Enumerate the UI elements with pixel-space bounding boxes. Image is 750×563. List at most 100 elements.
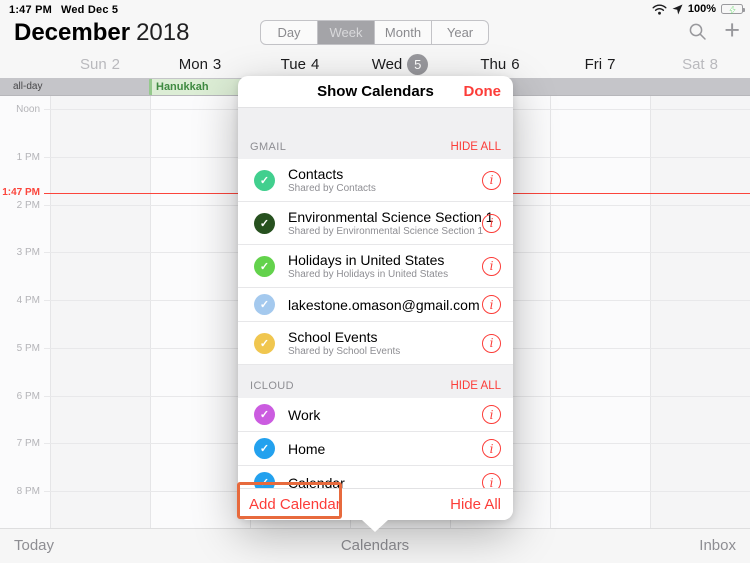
day-name: Thu <box>480 55 507 73</box>
section-name: GMAIL <box>250 141 287 153</box>
check-icon[interactable]: ✓ <box>254 169 275 191</box>
hour-label: 2 PM <box>16 199 40 211</box>
add-calendar-button[interactable]: Add Calendar <box>249 496 341 513</box>
day-header-gutter <box>0 52 50 76</box>
info-icon[interactable]: i <box>482 439 501 458</box>
info-icon[interactable]: i <box>482 213 501 233</box>
inbox-button[interactable]: Inbox <box>699 537 736 554</box>
section-hide-all-button[interactable]: HIDE ALL <box>450 380 502 392</box>
calendar-title: Holidays in United States <box>288 252 445 268</box>
hour-label: 6 PM <box>16 390 40 402</box>
all-day-event-hanukkah[interactable]: Hanukkah <box>149 78 241 95</box>
view-tab-week[interactable]: Week <box>318 21 375 44</box>
check-icon[interactable]: ✓ <box>254 404 275 425</box>
hour-label: 1 PM <box>16 151 40 163</box>
calendar-row-text: Home <box>288 441 476 457</box>
calendar-row[interactable]: ✓ School Events Shared by School Events i <box>238 322 513 365</box>
wifi-icon <box>652 4 667 15</box>
day-number: 4 <box>310 55 320 73</box>
view-segmented-control: Day Week Month Year <box>260 20 489 45</box>
check-icon[interactable]: ✓ <box>254 294 275 315</box>
section-hide-all-button[interactable]: HIDE ALL <box>450 141 502 153</box>
info-icon[interactable]: i <box>482 170 501 190</box>
calendar-row-text: Calendar <box>288 475 476 489</box>
calendar-title: Calendar <box>288 474 345 489</box>
day-name: Wed <box>371 55 403 73</box>
view-tab-month[interactable]: Month <box>375 21 432 44</box>
week-day-header: Sun 2 Mon 3 Tue 4 Wed 5 Thu 6 Fri 7 Sat 8 <box>0 52 750 76</box>
calendar-row-text: School Events Shared by School Events <box>288 329 476 357</box>
info-icon[interactable]: i <box>482 473 501 488</box>
day-number: 6 <box>511 55 520 73</box>
location-icon <box>672 4 683 14</box>
popover-footer: Add Calendar Hide All <box>238 488 513 520</box>
calendar-row[interactable]: ✓ lakestone.omason@gmail.com i <box>238 288 513 322</box>
calendar-row[interactable]: ✓ Contacts Shared by Contacts i <box>238 159 513 202</box>
calendar-row[interactable]: ✓ Environmental Science Section 1 Shared b… <box>238 202 513 245</box>
calendar-title: Home <box>288 440 326 457</box>
popover-title: Show Calendars <box>317 83 434 100</box>
weekend-tint <box>650 96 750 528</box>
section-name: ICLOUD <box>250 380 294 392</box>
calendar-title: Contacts <box>288 166 344 182</box>
check-icon[interactable]: ✓ <box>254 332 275 354</box>
section-header-icloud: ICLOUD HIDE ALL <box>238 365 513 398</box>
day-name: Mon <box>178 55 208 73</box>
day-column-line <box>150 96 151 528</box>
day-number: 7 <box>607 55 616 73</box>
day-column-line <box>650 96 651 528</box>
info-icon[interactable]: i <box>482 333 501 353</box>
calendar-title: lakestone.omason@gmail.com <box>288 296 480 313</box>
calendar-row-text: Holidays in United States Shared by Holid… <box>288 252 476 280</box>
status-date: Wed Dec 5 <box>60 4 119 16</box>
day-header-tue[interactable]: Tue 4 <box>250 52 350 76</box>
view-tab-year[interactable]: Year <box>446 25 474 40</box>
calendar-title: Environmental Science Section 1 <box>288 209 494 225</box>
hour-label: 4 PM <box>16 295 40 306</box>
day-name: Sun <box>79 55 107 73</box>
calendar-row[interactable]: ✓ Holidays in United States Shared by Holi… <box>238 245 513 288</box>
day-header-thu[interactable]: Thu 6 <box>450 52 550 76</box>
check-icon[interactable]: ✓ <box>254 438 275 459</box>
calendar-row-text: Work <box>288 407 476 423</box>
check-icon[interactable]: ✓ <box>254 472 275 488</box>
day-name: Sat <box>682 55 705 73</box>
add-event-button[interactable]: + <box>724 15 740 45</box>
calendar-subtitle: Shared by Environmental Science Section … <box>288 226 484 237</box>
search-icon[interactable] <box>688 22 708 42</box>
day-header-mon[interactable]: Mon 3 <box>150 52 250 76</box>
status-datetime: 1:47 PM Wed Dec 5 <box>9 4 118 16</box>
check-icon[interactable]: ✓ <box>254 255 275 277</box>
calendar-row-text: Contacts Shared by Contacts <box>288 166 476 194</box>
done-button[interactable]: Done <box>463 83 502 100</box>
info-icon[interactable]: i <box>482 256 501 276</box>
calendars-button[interactable]: Calendars <box>340 537 410 554</box>
day-header-fri[interactable]: Fri 7 <box>550 52 650 76</box>
info-icon[interactable]: i <box>482 405 501 424</box>
section-header-gmail: GMAIL HIDE ALL <box>238 108 513 159</box>
today-button[interactable]: Today <box>14 537 55 554</box>
calendar-row-text: Environmental Science Section 1 Shared by… <box>288 209 494 237</box>
hide-all-button[interactable]: Hide All <box>450 496 501 513</box>
calendar-row[interactable]: ✓ Home i <box>238 432 513 466</box>
check-icon[interactable]: ✓ <box>254 212 275 234</box>
day-header-wed[interactable]: Wed 5 <box>350 52 450 76</box>
day-number: 3 <box>212 55 222 73</box>
day-header-sat[interactable]: Sat 8 <box>650 52 750 76</box>
current-time-label: 1:47 PM <box>2 187 40 198</box>
all-day-label: all-day <box>13 81 43 92</box>
day-name: Fri <box>584 55 603 73</box>
calendar-row[interactable]: ✓ Work i <box>238 398 513 432</box>
calendar-subtitle: Shared by Contacts <box>288 183 376 194</box>
calendar-subtitle: Shared by Holidays in United States <box>288 269 449 280</box>
info-icon[interactable]: i <box>482 295 501 314</box>
day-column-line <box>50 96 51 528</box>
weekend-tint <box>50 96 150 528</box>
calendar-subtitle: Shared by School Events <box>288 346 401 357</box>
battery-percent: 100% <box>687 3 716 15</box>
day-header-sun[interactable]: Sun 2 <box>50 52 150 76</box>
calendar-row-text: lakestone.omason@gmail.com <box>288 296 480 313</box>
popover-arrow <box>362 520 388 532</box>
view-tab-day[interactable]: Day <box>261 21 318 44</box>
calendar-row[interactable]: ✓ Calendar i <box>238 466 513 488</box>
